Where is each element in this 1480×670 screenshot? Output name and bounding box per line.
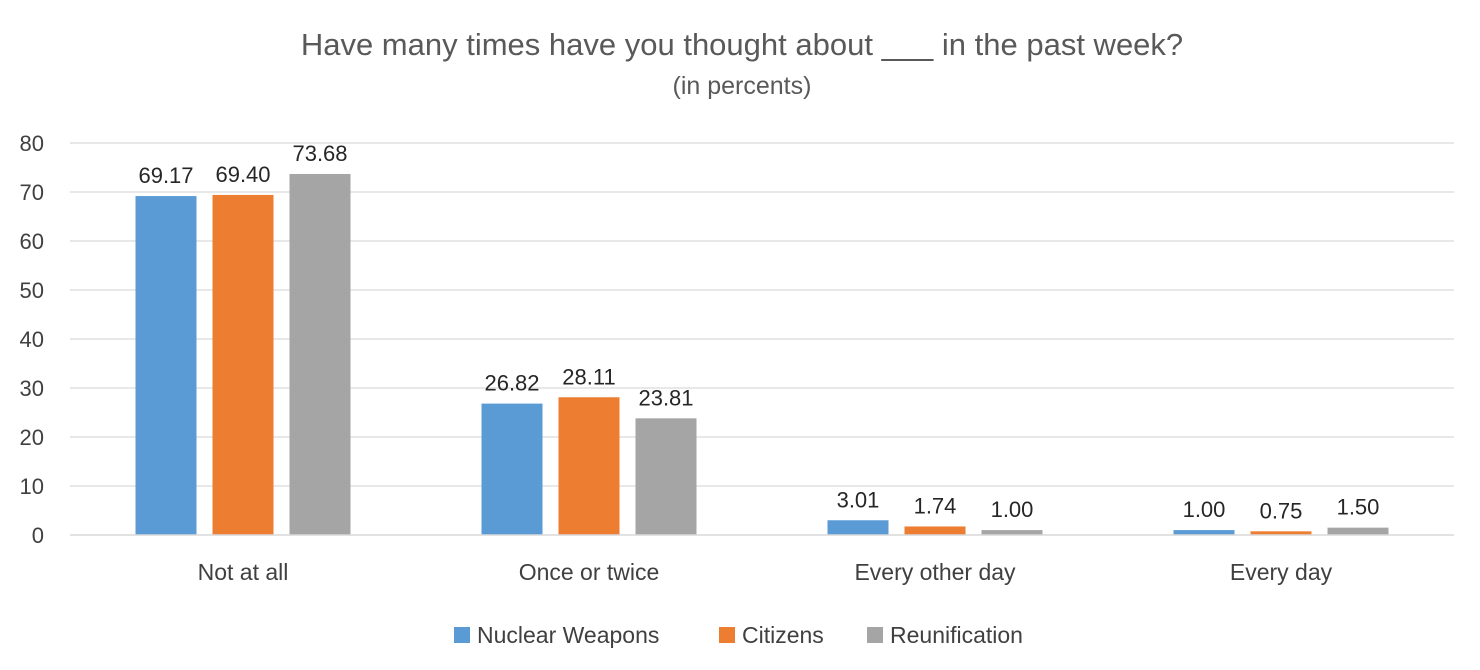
gridlines — [70, 142, 1454, 487]
data-label: 1.00 — [991, 497, 1034, 522]
legend-swatch — [867, 627, 883, 643]
data-label: 0.75 — [1260, 498, 1303, 523]
data-label: 28.11 — [562, 364, 615, 389]
bar — [135, 196, 197, 535]
data-label: 69.17 — [138, 163, 193, 188]
y-tick-label: 60 — [20, 229, 44, 254]
x-axis: Not at all Once or twice Every other day Ev… — [70, 534, 1454, 585]
data-label: 1.50 — [1337, 495, 1380, 520]
bar — [635, 418, 697, 535]
chart-subtitle: (in percents) — [673, 72, 812, 100]
legend-label: Reunification — [890, 622, 1023, 648]
chart-title: Have many times have you thought about _… — [301, 27, 1183, 62]
bar — [904, 526, 966, 535]
y-tick-label: 0 — [32, 523, 44, 548]
bars — [135, 173, 1389, 535]
bar — [212, 194, 274, 535]
legend-label: Citizens — [742, 622, 824, 648]
x-tick-label: Not at all — [198, 559, 289, 585]
y-tick-label: 50 — [20, 278, 44, 303]
y-tick-label: 10 — [20, 474, 44, 499]
bar — [1173, 530, 1235, 535]
legend-swatch — [454, 627, 470, 643]
bar — [289, 173, 351, 535]
data-label: 3.01 — [837, 487, 880, 512]
y-tick-label: 80 — [20, 131, 44, 156]
y-tick-label: 30 — [20, 376, 44, 401]
bar — [558, 397, 620, 535]
data-label: 69.40 — [215, 162, 270, 187]
y-tick-label: 20 — [20, 425, 44, 450]
data-labels: 69.17 69.40 73.68 26.82 28.11 23.81 3.01 1.74 1.… — [138, 141, 1379, 523]
legend-label: Nuclear Weapons — [477, 622, 659, 648]
bar — [981, 530, 1043, 535]
bar — [1327, 527, 1389, 535]
legend-swatch — [719, 627, 735, 643]
x-tick-label: Every other day — [854, 559, 1016, 585]
data-label: 73.68 — [292, 141, 347, 166]
data-label: 1.00 — [1183, 497, 1226, 522]
legend: Nuclear Weapons Citizens Reunification — [454, 622, 1023, 648]
y-tick-label: 70 — [20, 180, 44, 205]
y-axis-tick-labels: 0 10 20 30 40 50 60 70 80 — [20, 131, 44, 548]
bar — [827, 520, 889, 535]
y-tick-label: 40 — [20, 327, 44, 352]
x-tick-label: Once or twice — [519, 559, 660, 585]
bar — [481, 403, 543, 535]
x-tick-label: Every day — [1230, 559, 1333, 585]
data-label: 1.74 — [914, 493, 957, 518]
bar — [1250, 531, 1312, 535]
data-label: 26.82 — [484, 371, 539, 396]
data-label: 23.81 — [638, 385, 693, 410]
